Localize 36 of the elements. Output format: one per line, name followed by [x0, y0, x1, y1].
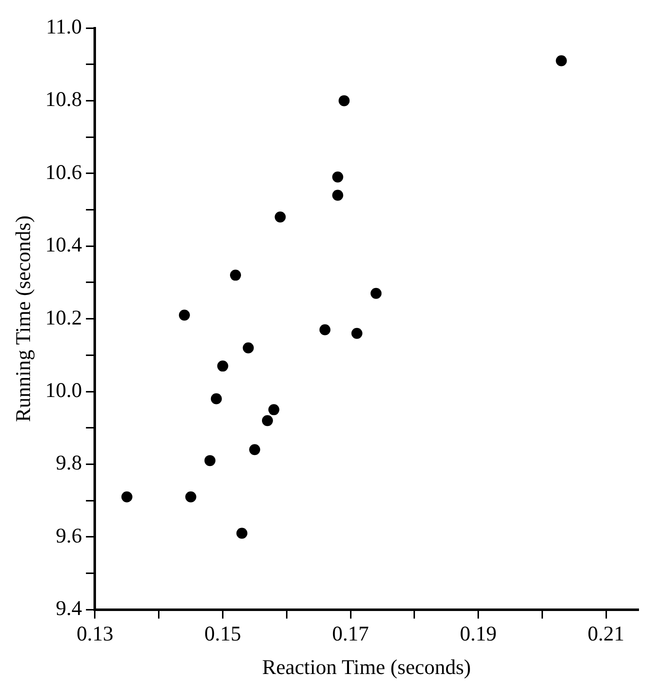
point	[242, 342, 254, 354]
point	[249, 444, 260, 456]
y-tick-label: 10.8	[45, 87, 82, 112]
x-tick-label: 0.15	[204, 622, 242, 646]
point	[332, 190, 344, 201]
y-tick-label: 10.4	[45, 232, 82, 257]
point	[274, 212, 286, 223]
point	[204, 455, 216, 466]
point	[178, 310, 190, 321]
point	[262, 415, 273, 426]
y-tick-label: 9.4	[56, 596, 82, 620]
y-tick-label: 9.6	[56, 523, 82, 548]
y-axis-title: Running Time (seconds)	[11, 216, 36, 422]
x-tick-label: 0.21	[588, 622, 624, 646]
x-tick-label: 0.17	[332, 622, 369, 646]
point	[217, 360, 228, 372]
point	[230, 270, 242, 281]
point	[185, 491, 196, 502]
point	[351, 328, 362, 339]
point	[236, 528, 248, 539]
x-tick-label: 0.13	[76, 622, 114, 646]
point	[210, 393, 222, 404]
y-tick-label: 10.2	[45, 305, 82, 330]
x-axis-title: Reaction Time (seconds)	[262, 654, 471, 679]
y-tick-label: 9.8	[56, 450, 82, 475]
point	[268, 404, 280, 416]
text: 11.0	[46, 14, 82, 39]
y-tick-label: 10.6	[45, 160, 82, 184]
x-tick-label: 0.19	[460, 622, 497, 646]
point	[338, 95, 350, 106]
point	[332, 172, 344, 183]
point	[556, 55, 567, 66]
point	[121, 491, 132, 502]
point	[319, 324, 330, 336]
point	[370, 288, 382, 299]
text: 10.0	[45, 378, 82, 402]
